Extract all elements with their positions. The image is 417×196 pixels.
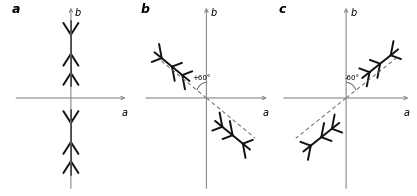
Text: -60°: -60°: [345, 75, 360, 81]
Text: a: a: [121, 108, 127, 118]
Text: a: a: [404, 108, 410, 118]
Text: b: b: [141, 3, 150, 16]
Text: b: b: [75, 8, 81, 18]
Text: a: a: [12, 3, 20, 16]
Text: c: c: [279, 3, 286, 16]
Text: b: b: [350, 8, 357, 18]
Text: b: b: [211, 8, 217, 18]
Text: a: a: [262, 108, 269, 118]
Text: +60°: +60°: [193, 75, 211, 81]
